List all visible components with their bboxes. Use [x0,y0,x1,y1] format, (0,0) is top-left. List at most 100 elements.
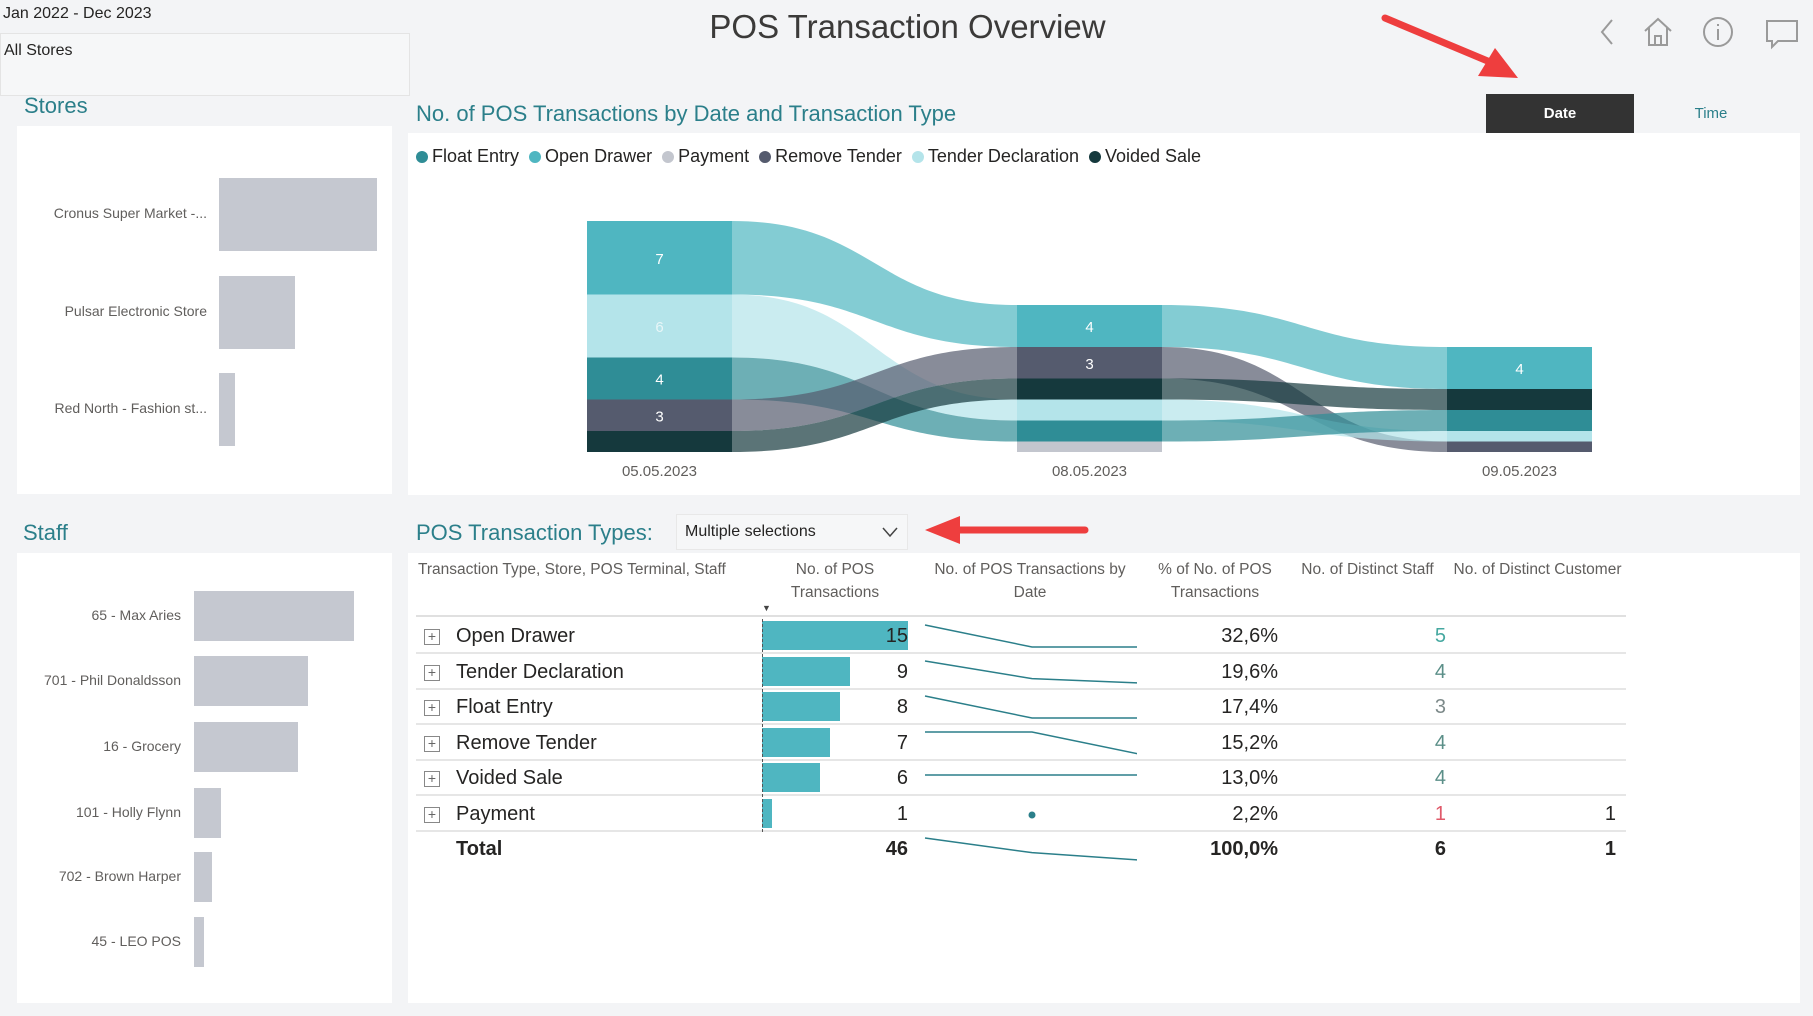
column-header[interactable]: % of No. of POS Transactions [1158,561,1272,601]
sankey-flow[interactable] [732,378,1017,453]
column-header[interactable]: No. of POS Transactions [790,561,880,601]
sankey-node[interactable] [1447,431,1592,442]
sankey-node[interactable] [587,431,732,452]
sankey-flow[interactable] [1162,305,1447,389]
count-databar [762,656,850,686]
legend-item[interactable]: Open Drawer [529,146,652,167]
bar[interactable] [194,656,308,706]
bar[interactable] [219,372,235,446]
legend-item[interactable]: Float Entry [416,146,519,167]
count-value: 1 [896,802,908,825]
sparkline [924,695,1137,719]
table-row[interactable]: + Open Drawer 15 32,6% 5 [416,619,1626,654]
table-row[interactable]: + Voided Sale 6 13,0% 4 [416,761,1626,796]
row-name: Tender Declaration [456,660,624,683]
total-row: Total 46 100,0% 6 1 [416,832,1626,867]
row-name: Open Drawer [456,625,575,647]
sankey-flow[interactable] [732,221,1017,347]
sankey-node[interactable] [1447,410,1592,431]
percent-value: 15,2% [1221,731,1278,754]
sankey-node[interactable] [1017,347,1162,379]
total-pct: 100,0% [1210,838,1278,860]
sankey-node[interactable] [1017,399,1162,421]
home-icon[interactable] [1640,14,1676,50]
count-databar [762,763,821,792]
sankey-node[interactable] [1447,347,1592,389]
bar[interactable] [219,177,377,251]
node-value-label: 4 [655,372,663,389]
sankey-node[interactable] [1447,389,1592,410]
bar[interactable] [219,275,295,349]
total-count: 46 [885,838,908,860]
node-value-label: 3 [655,408,663,425]
bar-label: 701 - Phil Donaldsson [44,672,181,688]
sankey-node[interactable] [587,357,732,400]
legend-item[interactable]: Payment [662,146,749,167]
node-value-label: 7 [655,251,663,268]
toggle-time-button[interactable]: Time [1640,94,1782,133]
bar-label: Pulsar Electronic Store [64,303,207,319]
expand-icon[interactable]: + [424,806,440,823]
sankey-flow[interactable] [1162,410,1447,442]
count-value: 9 [896,660,908,683]
bar[interactable] [194,591,354,641]
date-range-filter[interactable]: Jan 2022 - Dec 2023 [3,5,152,22]
expand-icon[interactable]: + [424,735,440,752]
table-row[interactable]: + Float Entry 8 17,4% 3 [416,690,1626,725]
date-label: Date [1543,105,1577,122]
chart-legend: Float Entry Open Drawer Payment Remove Tend… [416,146,1201,167]
total-name: Total [456,838,503,860]
bar[interactable] [194,788,222,838]
transaction-type-dropdown[interactable]: Multiple selections [676,514,908,550]
info-icon[interactable] [1700,14,1736,50]
sort-desc-icon[interactable]: ▼ [762,603,771,613]
legend-item[interactable]: Remove Tender [759,146,902,167]
column-header[interactable]: No. of POS Transactions by Date [934,561,1126,601]
sparkline [925,730,1137,754]
sankey-flow[interactable] [1162,378,1447,411]
bar[interactable] [194,852,212,902]
column-header[interactable]: No. of Distinct Staff [1301,561,1434,578]
table-row[interactable]: + Tender Declaration 9 19,6% 4 [416,655,1626,690]
distinct-customer-value [1456,619,1616,654]
sankey-node[interactable] [587,399,732,432]
expand-icon[interactable]: + [424,629,440,645]
count-databar [762,621,908,650]
node-value-label: 3 [1085,356,1093,373]
sparkline [924,624,1137,648]
comment-icon[interactable] [1764,14,1800,50]
legend-item[interactable]: Voided Sale [1088,146,1202,167]
sankey-node[interactable] [587,294,732,358]
legend-label: Voided Sale [1104,146,1202,166]
sankey-chart: 7 6 4 3 05.05.2023 4 3 08.05.2023 4 09.05.2023 [587,221,1592,480]
sankey-flow[interactable] [732,347,1017,431]
total-customer: 1 [1604,838,1616,860]
sankey-node[interactable] [1017,420,1162,442]
distinct-staff-value: 4 [1434,660,1446,683]
count-value: 15 [885,625,908,647]
table-row[interactable]: + Remove Tender 7 15,2% 4 [416,726,1626,761]
expand-icon[interactable]: + [424,664,440,681]
sankey-node[interactable] [1017,305,1162,347]
total-staff: 6 [1434,838,1446,860]
toggle-date-button[interactable]: Date [1486,94,1634,133]
column-header[interactable]: No. of Distinct Customer [1453,561,1622,578]
expand-icon[interactable]: + [424,700,440,716]
bar[interactable] [194,917,204,967]
chevron-down-icon [882,527,898,538]
staff-chart: 65 - Max Aries 701 - Phil Donaldsson 16 - … [17,553,392,1003]
sankey-node[interactable] [1447,441,1592,453]
table-row[interactable]: + Payment 1 2,2% 1 1 [416,797,1626,832]
back-icon[interactable] [1590,14,1626,50]
expand-icon[interactable]: + [424,771,440,787]
legend-item[interactable]: Tender Declaration [911,146,1079,167]
count-value: 6 [896,767,908,789]
bar-label: 65 - Max Aries [91,607,181,623]
store-filter[interactable]: All Stores [0,33,410,96]
sankey-node[interactable] [1017,441,1162,453]
percent-value: 32,6% [1221,625,1278,647]
sankey-node[interactable] [1017,378,1162,400]
sankey-node[interactable] [587,221,732,295]
column-header[interactable]: Transaction Type, Store, POS Terminal, S… [418,561,726,578]
bar[interactable] [194,722,298,772]
